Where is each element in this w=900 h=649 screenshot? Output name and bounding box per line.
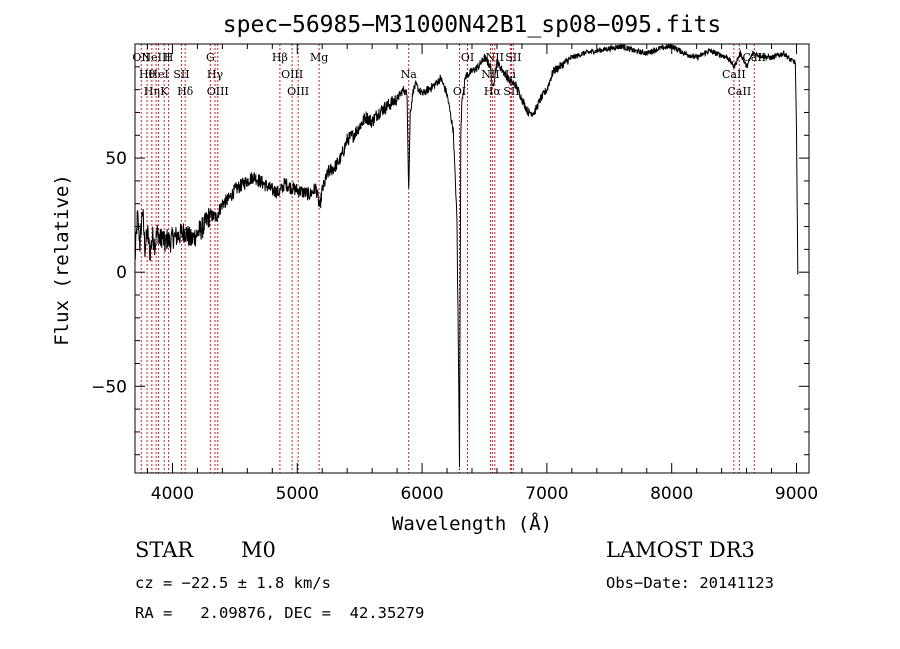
observation-date: Obs−Date: 20141123 [606,574,774,592]
chart-title: spec−56985−M31000N42B1_sp08−095.fits [223,12,722,38]
line-label: HeI [148,68,168,81]
y-axis-label: Flux (relative) [51,174,73,346]
axis-ticks: 4000 5000 6000 7000 8000 9000 −50 0 50 [91,44,818,504]
y-tick-label: 50 [105,149,127,169]
spectrum-line [134,43,799,468]
object-class: STAR [135,538,194,562]
line-label: Hη [144,85,160,98]
line-label: OI [461,51,474,64]
line-label: OIII [281,68,303,81]
spectral-line-markers [140,44,755,473]
x-tick-label: 7000 [525,484,568,504]
y-tick-label: 0 [116,263,127,283]
object-subclass: M0 [241,538,276,562]
x-tick-label: 9000 [775,484,818,504]
line-label: Hγ [207,68,224,81]
line-label: Li [505,68,516,81]
y-tick-label: −50 [91,377,127,397]
x-tick-label: 8000 [650,484,693,504]
line-label: Hθ [139,68,156,81]
line-label: Mg [310,51,328,64]
line-label: H [164,51,174,64]
line-label: NeIII [142,51,171,64]
x-tick-label: 4000 [151,484,194,504]
redshift-velocity: cz = −22.5 ± 1.8 km/s [135,574,331,592]
line-label: Hβ [272,51,288,64]
x-axis-label: Wavelength (Å) [392,512,552,535]
line-label: CaII [722,68,746,81]
line-label: CaII [728,85,752,98]
x-tick-label: 5000 [276,484,319,504]
line-label: SII [173,68,189,81]
line-label: SII [505,51,521,64]
line-label: Hα [484,85,502,98]
x-tick-label: 6000 [400,484,443,504]
line-label: K [160,85,169,98]
line-label: NII [486,51,504,64]
survey-name: LAMOST DR3 [606,538,755,562]
line-label: OII [132,51,150,64]
line-label: Hδ [177,85,194,98]
line-label: OIII [207,85,229,98]
spectral-line-labels: OII Hθ Hη NeIII HeI K H SII Hδ G Hγ OIII Hβ OIII OIII M… [132,51,766,98]
line-label: OIII [287,85,309,98]
coordinates: RA = 2.09876, DEC = 42.35279 [135,604,425,622]
line-label: Na [401,68,418,81]
line-label: G [206,51,215,64]
plot-frame [134,43,810,474]
